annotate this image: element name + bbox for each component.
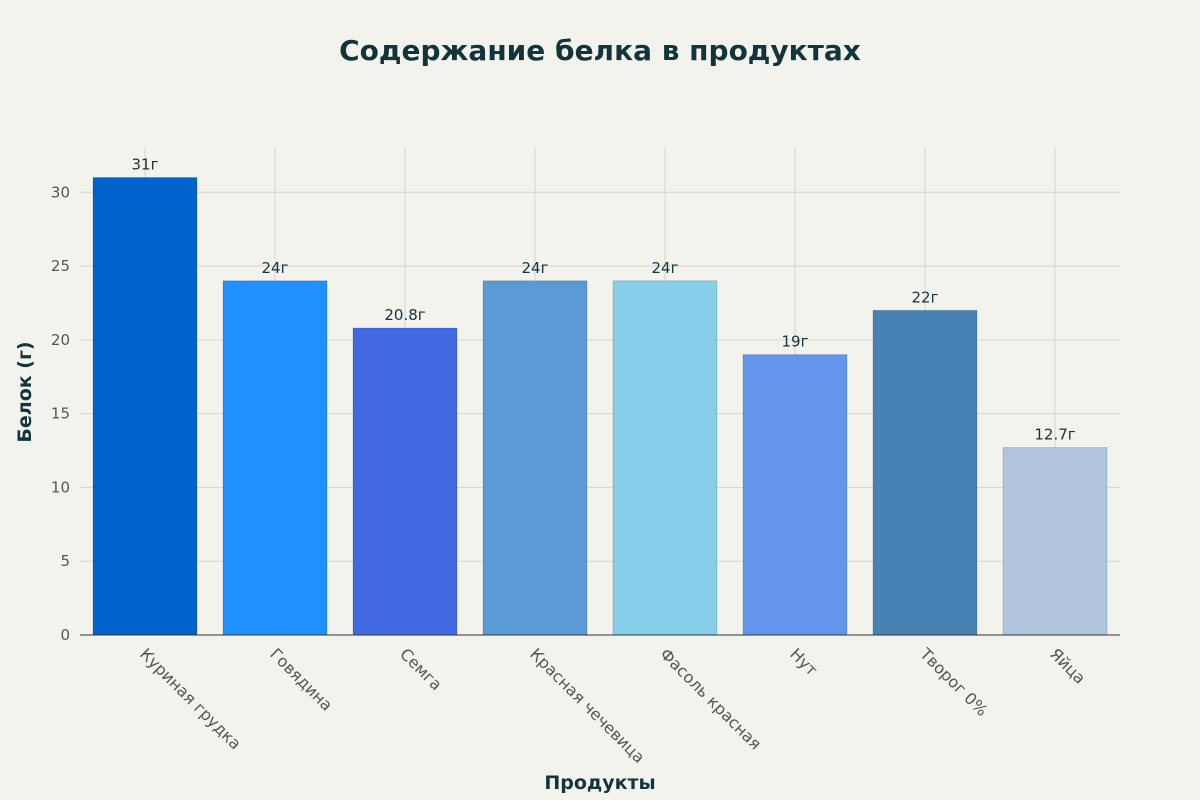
bar [742,354,848,636]
chart-title: Содержание белка в продуктах [339,34,861,67]
x-category-label: Фасоль красная [656,644,765,753]
bar-value-label: 12.7г [1034,426,1075,444]
bar-value-label: 20.8г [384,306,425,324]
bar-value-label: 24г [522,259,549,277]
bar [872,309,978,636]
y-axis-title: Белок (г) [14,341,36,442]
bar [1002,447,1108,636]
x-category-label: Яйца [1046,644,1089,687]
bar-value-label: 24г [262,259,289,277]
y-axis-ticks: 0 5 10 15 20 25 30 [51,183,70,644]
bar-value-label: 31г [132,156,159,174]
bar [352,327,458,636]
value-labels: 31г 24г 20.8г 24г 24г 19г 22г 12.7г [132,156,1076,444]
x-category-label: Семга [396,644,446,694]
y-tick-label: 15 [51,405,70,423]
y-tick-label: 10 [51,478,70,496]
x-category-label: Куриная грудка [136,644,245,753]
bar-value-label: 22г [912,288,939,306]
y-tick-label: 0 [60,626,70,644]
x-axis-categories: Куриная грудка Говядина Семга Красная чечев… [136,644,1089,767]
bar-value-label: 19г [782,333,809,351]
bar [92,177,198,636]
x-category-label: Говядина [266,644,336,714]
y-tick-label: 5 [60,552,70,570]
bar-value-label: 24г [652,259,679,277]
bars [92,177,1108,636]
x-category-label: Красная чечевица [526,644,648,766]
y-tick-label: 30 [51,183,70,201]
bar [612,280,718,636]
x-category-label: Творог 0% [915,644,991,720]
bar [482,280,588,636]
x-axis-title: Продукты [544,772,655,794]
y-tick-label: 25 [51,257,70,275]
y-tick-label: 20 [51,331,70,349]
bar [222,280,328,636]
x-category-label: Нут [786,644,821,679]
